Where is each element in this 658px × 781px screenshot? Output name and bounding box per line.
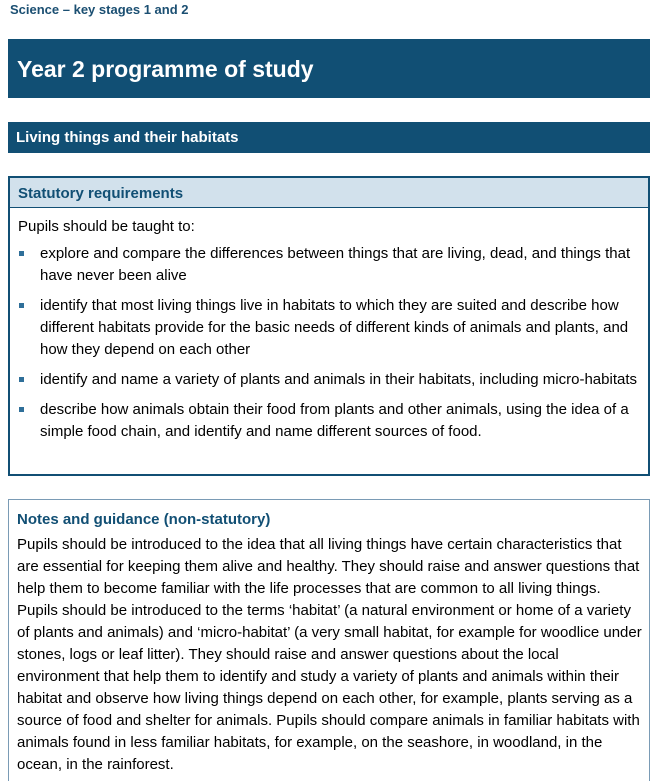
page-title: Year 2 programme of study <box>17 56 314 82</box>
list-item-text: describe how animals obtain their food f… <box>40 401 629 440</box>
statutory-requirements-header: Statutory requirements <box>10 178 648 208</box>
page-title-bar: Year 2 programme of study <box>8 39 650 98</box>
section-title-bar: Living things and their habitats <box>8 122 650 153</box>
statutory-requirements-heading: Statutory requirements <box>18 185 184 202</box>
running-head: Science – key stages 1 and 2 <box>10 2 189 17</box>
square-bullet-icon <box>19 407 24 412</box>
square-bullet-icon <box>19 251 24 256</box>
section-title: Living things and their habitats <box>16 129 239 146</box>
statutory-intro: Pupils should be taught to: <box>18 218 195 235</box>
square-bullet-icon <box>19 377 24 382</box>
list-item-text: explore and compare the differences betw… <box>40 245 631 284</box>
list-item: identify that most living things live in… <box>10 295 648 361</box>
notes-guidance-box: Notes and guidance (non-statutory) Pupil… <box>8 499 650 781</box>
statutory-list: explore and compare the differences betw… <box>10 243 648 451</box>
statutory-requirements-box: Statutory requirements Pupils should be … <box>8 176 650 476</box>
list-item: describe how animals obtain their food f… <box>10 399 648 443</box>
notes-guidance-text: Pupils should be introduced to the idea … <box>17 536 642 773</box>
notes-guidance-heading: Notes and guidance (non-statutory) <box>17 511 271 528</box>
list-item: identify and name a variety of plants an… <box>10 369 648 391</box>
list-item: explore and compare the differences betw… <box>10 243 648 287</box>
square-bullet-icon <box>19 303 24 308</box>
list-item-text: identify and name a variety of plants an… <box>40 371 637 388</box>
list-item-text: identify that most living things live in… <box>40 297 629 358</box>
